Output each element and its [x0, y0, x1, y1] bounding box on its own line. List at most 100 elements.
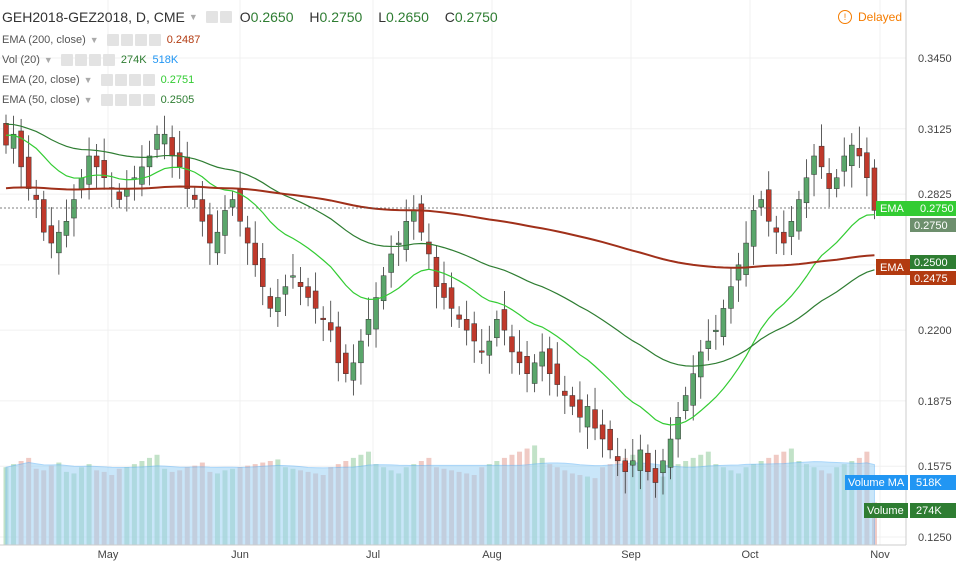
candle-body — [403, 221, 409, 250]
candle-body — [811, 155, 817, 175]
ema200-line — [5, 185, 875, 269]
candle-body — [781, 231, 787, 244]
chart-grid — [0, 0, 906, 545]
eye-icon[interactable] — [100, 74, 113, 86]
candle-body — [373, 297, 379, 330]
ema20-badge-label: EMA — [880, 203, 905, 215]
candle-body — [765, 189, 772, 222]
candle-body — [3, 123, 9, 146]
legend-ema20[interactable]: EMA (20, close) ▼ 0.2751 — [2, 71, 194, 89]
eye-icon[interactable] — [106, 34, 119, 46]
legend-ema200[interactable]: EMA (200, close) ▼ 0.2487 — [2, 31, 200, 49]
add-icon[interactable] — [128, 94, 141, 106]
settings-icon[interactable] — [74, 54, 87, 66]
delayed-status[interactable]: ! Delayed — [838, 10, 902, 24]
ema-lines — [5, 123, 875, 426]
candle-body — [380, 275, 387, 302]
close-icon[interactable] — [102, 54, 115, 66]
chevron-down-icon[interactable]: ▼ — [43, 55, 53, 65]
candle-body — [773, 227, 780, 233]
eye-icon[interactable] — [60, 54, 73, 66]
candle-body — [343, 352, 349, 374]
legend-ema20-label: EMA (20, close) — [2, 74, 80, 86]
y-tick-label: 0.2825 — [918, 189, 952, 201]
add-icon[interactable] — [128, 74, 141, 86]
candle-body — [154, 133, 160, 150]
ohlc-values: O0.2650 H0.2750 L0.2650 C0.2750 — [240, 9, 510, 25]
candle-body — [426, 241, 432, 255]
settings-icon[interactable] — [114, 94, 127, 106]
candle-body — [531, 362, 538, 384]
candle-body — [327, 322, 334, 331]
close-label: C — [444, 9, 455, 25]
candle-body — [93, 155, 100, 168]
chevron-down-icon[interactable]: ▼ — [89, 35, 99, 45]
candle-body — [139, 166, 145, 185]
close-icon[interactable] — [142, 74, 155, 86]
ema200-badge-value: 0.2475 — [914, 273, 948, 285]
candle-body — [282, 286, 289, 295]
candle-body — [599, 424, 606, 440]
candle-body — [388, 253, 394, 273]
candle-body — [207, 214, 213, 244]
close-icon[interactable] — [142, 94, 155, 106]
low-value: 0.2650 — [386, 9, 429, 25]
candle-body — [365, 319, 372, 335]
candle-body — [728, 286, 734, 309]
candle-body — [524, 356, 530, 374]
chevron-down-icon[interactable]: ▼ — [83, 75, 93, 85]
time-axis: May Jun Jul Aug Sep Oct Nov — [98, 549, 891, 561]
candle-body — [312, 290, 319, 309]
candle-body — [297, 282, 304, 287]
symbol-title[interactable]: GEH2018-GEZ2018, D, CME — [2, 9, 185, 25]
candle-body — [63, 221, 70, 236]
symbol-dropdown-icon[interactable]: ▼ — [188, 12, 198, 22]
low-label: L — [378, 9, 387, 25]
settings-icon[interactable] — [120, 34, 133, 46]
candle-body — [871, 167, 878, 211]
legend-volume[interactable]: Vol (20) ▼ 274K 518K — [2, 51, 178, 69]
candle-body — [237, 189, 243, 222]
candle-body — [78, 177, 85, 190]
candle-body — [222, 210, 228, 236]
settings-icon[interactable] — [114, 74, 127, 86]
add-icon[interactable] — [88, 54, 101, 66]
eye-icon[interactable] — [100, 94, 113, 106]
x-tick-label: Aug — [482, 549, 502, 561]
candle-body — [146, 155, 153, 168]
candle-body — [252, 242, 258, 266]
candle-body — [350, 362, 357, 381]
volume-badge: Volume 274K — [864, 503, 956, 518]
candle-body — [192, 194, 198, 200]
candle-body — [622, 460, 628, 472]
volume-ma-badge-value: 518K — [916, 477, 942, 489]
candle-body — [418, 203, 425, 233]
close-icon[interactable] — [148, 34, 161, 46]
candle-body — [682, 395, 689, 411]
candle-body — [637, 449, 644, 471]
candle-body — [290, 275, 296, 278]
chevron-down-icon[interactable]: ▼ — [83, 95, 93, 105]
candle-body — [720, 308, 727, 337]
candle-body — [86, 155, 92, 185]
candle-body — [486, 340, 493, 356]
candle-body — [539, 351, 545, 367]
candle-body — [116, 191, 123, 200]
candle-body — [569, 395, 576, 407]
candle-body — [750, 210, 757, 247]
add-icon[interactable] — [134, 34, 147, 46]
candle-body — [864, 152, 870, 179]
candle-body — [675, 417, 681, 440]
settings-icon[interactable] — [219, 11, 232, 23]
price-axis: 0.34500.31250.28250.25000.22000.18750.15… — [918, 53, 952, 544]
candle-body — [18, 130, 24, 168]
candle-body — [856, 148, 863, 157]
close-badge: 0.2750 — [910, 218, 956, 232]
legend-ema50[interactable]: EMA (50, close) ▼ 0.2505 — [2, 91, 194, 109]
eye-icon[interactable] — [205, 11, 218, 23]
candle-body — [176, 152, 183, 168]
candle-body — [267, 296, 274, 309]
x-tick-label: Jul — [366, 549, 380, 561]
candle-body — [479, 350, 485, 353]
